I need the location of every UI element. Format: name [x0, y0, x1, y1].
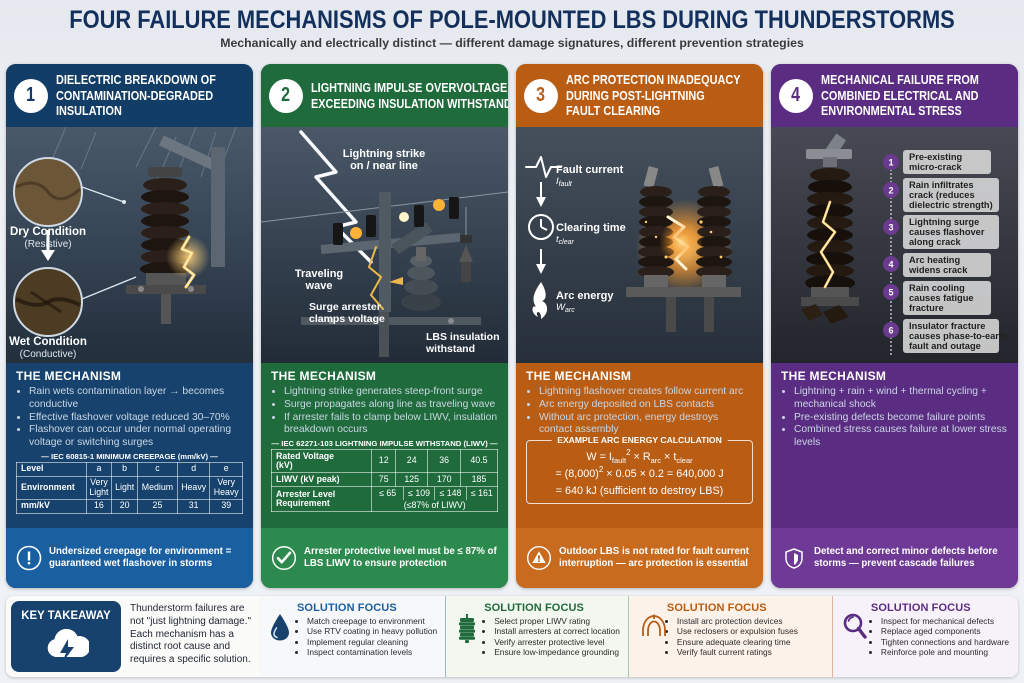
- svg-text:Lightning strike: Lightning strike: [343, 148, 426, 160]
- svg-text:Fault current: Fault current: [556, 164, 624, 176]
- svg-text:Pre-existing: Pre-existing: [909, 152, 963, 162]
- svg-text:fault and outage: fault and outage: [909, 341, 981, 351]
- svg-text:1: 1: [888, 158, 893, 168]
- svg-text:5: 5: [888, 288, 893, 298]
- svg-text:causes fatigue: causes fatigue: [909, 293, 974, 303]
- svg-text:4: 4: [888, 260, 893, 270]
- svg-text:wave: wave: [305, 280, 333, 292]
- svg-text:fracture: fracture: [909, 303, 944, 313]
- svg-text:3: 3: [888, 223, 893, 233]
- svg-text:clamps voltage: clamps voltage: [309, 313, 385, 325]
- svg-text:Rain infiltrates: Rain infiltrates: [909, 180, 974, 190]
- svg-text:Arc heating: Arc heating: [909, 255, 960, 265]
- svg-text:Traveling: Traveling: [295, 268, 343, 280]
- svg-text:Dry Condition: Dry Condition: [10, 226, 86, 238]
- svg-text:on / near line: on / near line: [350, 160, 418, 172]
- svg-text:2: 2: [888, 186, 893, 196]
- svg-text:Insulator fracture: Insulator fracture: [909, 321, 985, 331]
- svg-text:LBS insulation: LBS insulation: [426, 331, 500, 343]
- svg-text:Rain cooling: Rain cooling: [909, 283, 965, 293]
- svg-text:(Conductive): (Conductive): [20, 349, 77, 360]
- svg-text:widens crack: widens crack: [908, 265, 968, 275]
- svg-text:6: 6: [888, 326, 893, 336]
- svg-text:crack (reduces: crack (reduces: [909, 190, 975, 200]
- svg-text:(Resistive): (Resistive): [24, 239, 71, 250]
- svg-text:Lightning surge: Lightning surge: [909, 217, 979, 227]
- svg-text:micro-crack: micro-crack: [909, 162, 963, 172]
- svg-text:causes phase-to-earth: causes phase-to-earth: [909, 331, 1008, 341]
- svg-text:Wet Condition: Wet Condition: [9, 336, 87, 348]
- svg-text:along crack: along crack: [909, 237, 962, 247]
- svg-text:withstand: withstand: [425, 343, 475, 355]
- svg-text:Arc energy: Arc energy: [556, 290, 614, 302]
- svg-text:causes flashover: causes flashover: [909, 227, 985, 237]
- svg-text:dielectric strength): dielectric strength): [909, 200, 993, 210]
- svg-text:Clearing time: Clearing time: [556, 222, 626, 234]
- svg-text:Surge arrester: Surge arrester: [309, 301, 381, 313]
